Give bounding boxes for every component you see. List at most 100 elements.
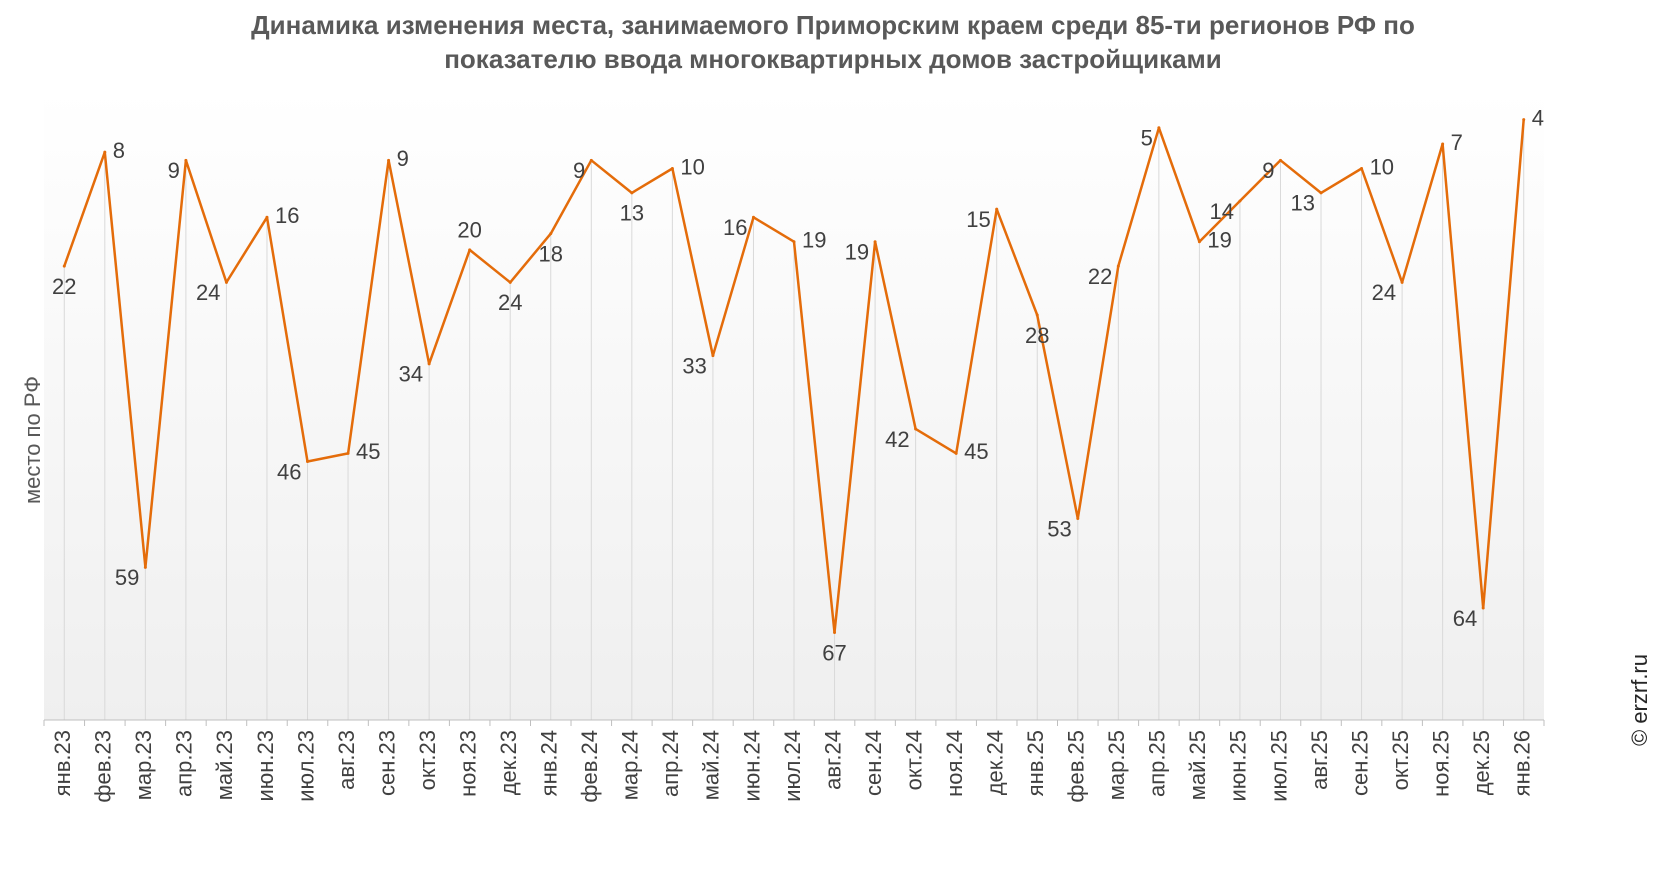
- x-tick-label: ноя.25: [1428, 730, 1453, 797]
- data-point: [751, 215, 755, 219]
- data-label: 28: [1025, 323, 1049, 348]
- x-tick-label: июн.25: [1226, 730, 1251, 802]
- data-point: [1522, 118, 1526, 122]
- x-tick-label: май.24: [699, 730, 724, 800]
- data-label: 22: [52, 274, 76, 299]
- data-point: [468, 248, 472, 252]
- x-tick-label: фев.25: [1064, 730, 1089, 803]
- data-point: [1441, 142, 1445, 146]
- x-tick-label: ноя.24: [942, 730, 967, 797]
- chart-title-line-1: Динамика изменения места, занимаемого Пр…: [251, 10, 1415, 40]
- data-point: [1076, 516, 1080, 520]
- data-label: 15: [966, 207, 990, 232]
- data-label: 20: [457, 218, 481, 243]
- data-point: [873, 240, 877, 244]
- data-label: 13: [620, 201, 644, 226]
- data-point: [914, 427, 918, 431]
- data-point: [265, 215, 269, 219]
- data-label: 7: [1451, 130, 1463, 155]
- data-point: [589, 158, 593, 162]
- data-label: 18: [539, 241, 563, 266]
- data-point: [62, 264, 66, 268]
- data-label: 24: [1372, 280, 1396, 305]
- x-tick-label: ноя.23: [456, 730, 481, 797]
- x-tick-label: янв.24: [537, 730, 562, 796]
- x-tick-label: фев.23: [91, 730, 116, 803]
- x-tick-label: окт.25: [1388, 730, 1413, 790]
- data-point: [1238, 199, 1242, 203]
- x-tick-label: июл.23: [293, 730, 318, 802]
- data-label: 9: [168, 158, 180, 183]
- data-point: [306, 460, 310, 463]
- data-point: [143, 565, 147, 569]
- data-label: 16: [723, 215, 747, 240]
- x-tick-label: сен.25: [1347, 730, 1372, 796]
- x-tick-label: апр.23: [172, 730, 197, 797]
- x-tick-label: дек.23: [496, 730, 521, 795]
- data-label: 42: [885, 427, 909, 452]
- data-label: 9: [1262, 158, 1274, 183]
- data-label: 46: [277, 459, 301, 484]
- x-axis-tick-labels: янв.23 фев.23 мар.23 апр.23 май.23 июн.23 июл.…: [50, 730, 1534, 803]
- x-tick-label: сен.24: [861, 730, 886, 796]
- x-tick-label: авг.25: [1307, 730, 1332, 790]
- x-tick-label: июл.24: [780, 730, 805, 802]
- data-point: [184, 158, 188, 162]
- x-tick-label: июл.25: [1266, 730, 1291, 802]
- data-point: [1278, 158, 1282, 162]
- data-label: 33: [682, 353, 706, 378]
- data-point: [224, 280, 228, 284]
- data-point: [549, 232, 553, 236]
- data-label: 19: [802, 228, 826, 253]
- x-tick-label: янв.23: [50, 730, 75, 796]
- data-point: [346, 451, 350, 455]
- data-label: 4: [1532, 105, 1544, 130]
- data-point: [1400, 280, 1404, 284]
- data-label: 59: [115, 565, 139, 590]
- chart-title: Динамика изменения места, занимаемого Пр…: [0, 8, 1666, 76]
- x-tick-label: май.23: [212, 730, 237, 800]
- x-tick-label: сен.23: [374, 730, 399, 796]
- data-label: 64: [1453, 606, 1477, 631]
- data-point: [995, 207, 999, 211]
- data-point: [833, 630, 837, 634]
- x-tick-label: мар.23: [131, 730, 156, 800]
- data-point: [1481, 606, 1485, 610]
- x-tick-label: окт.24: [901, 730, 926, 790]
- data-label: 24: [498, 290, 522, 315]
- data-label: 67: [822, 640, 846, 665]
- data-label: 34: [399, 362, 423, 387]
- data-label: 45: [964, 439, 988, 464]
- x-tick-label: дек.25: [1469, 730, 1494, 795]
- data-point: [1116, 264, 1120, 268]
- x-tick-label: фев.24: [577, 730, 602, 803]
- data-label: 13: [1291, 191, 1315, 216]
- data-point: [427, 362, 431, 366]
- x-tick-label: июн.23: [253, 730, 278, 802]
- data-label: 45: [356, 439, 380, 464]
- data-point: [630, 191, 634, 195]
- data-label: 5: [1141, 126, 1153, 151]
- data-label: 24: [196, 280, 220, 305]
- x-tick-label: янв.26: [1510, 730, 1535, 796]
- x-tick-label: июн.24: [739, 730, 764, 802]
- data-label: 10: [1370, 154, 1394, 179]
- series-line-group: [62, 118, 1526, 634]
- x-tick-label: авг.23: [334, 730, 359, 790]
- data-label: 14: [1209, 199, 1233, 224]
- data-label: 8: [113, 138, 125, 163]
- x-tick-label: дек.24: [983, 730, 1008, 795]
- x-tick-label: янв.25: [1023, 730, 1048, 796]
- data-point: [103, 150, 107, 154]
- data-label: 16: [275, 203, 299, 228]
- x-tick-label: авг.24: [820, 730, 845, 790]
- data-point: [1157, 126, 1161, 130]
- data-label: 10: [680, 154, 704, 179]
- data-label: 9: [397, 146, 409, 171]
- x-tick-label: мар.25: [1104, 730, 1129, 800]
- data-point: [954, 451, 958, 455]
- data-label: 19: [1207, 228, 1231, 253]
- x-tick-label: май.25: [1185, 730, 1210, 800]
- data-point: [670, 166, 674, 170]
